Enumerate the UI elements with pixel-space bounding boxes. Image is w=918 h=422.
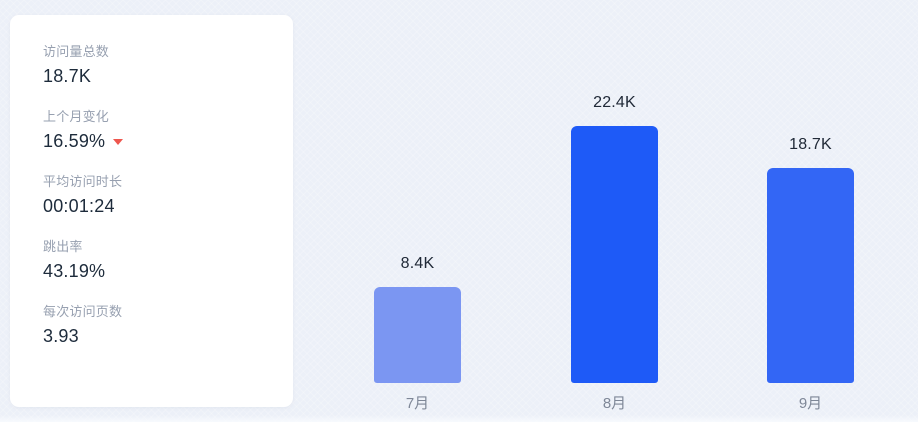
stat-value: 16.59%	[43, 131, 106, 151]
stat-value-row: 16.59%	[43, 129, 263, 153]
stat-value-row: 00:01:24	[43, 194, 263, 218]
stat-value-row: 43.19%	[43, 259, 263, 283]
stat-label: 每次访问页数	[43, 304, 123, 319]
stat-value: 3.93	[43, 326, 79, 346]
chart-bar[interactable]	[374, 287, 461, 383]
stat-item: 跳出率 43.19%	[43, 238, 263, 283]
stat-item: 平均访问时长 00:01:24	[43, 173, 263, 218]
bar-group: 18.7K 9月	[767, 136, 854, 412]
stat-value-row: 18.7K	[43, 64, 263, 88]
stat-value: 18.7K	[43, 66, 92, 86]
bar-value-label: 18.7K	[789, 136, 832, 153]
bar-value-label: 22.4K	[593, 94, 636, 111]
stat-label: 上个月变化	[43, 109, 110, 124]
stat-item: 上个月变化 16.59%	[43, 108, 263, 153]
stat-item: 访问量总数 18.7K	[43, 43, 263, 88]
chart-bar[interactable]	[767, 168, 854, 383]
stat-item: 每次访问页数 3.93	[43, 303, 263, 348]
bar-group: 8.4K 7月	[374, 255, 461, 412]
stats-list: 访问量总数 18.7K 上个月变化 16.59% 平均访问时长 00:01:24…	[43, 43, 263, 348]
stat-value-row: 3.93	[43, 324, 263, 348]
bar-value-label: 8.4K	[400, 255, 435, 272]
stat-label: 平均访问时长	[43, 174, 123, 189]
trend-down-icon	[113, 139, 124, 145]
bar-category-label: 8月	[602, 395, 627, 412]
stat-label: 跳出率	[43, 239, 83, 254]
bar-category-label: 7月	[405, 395, 430, 412]
stat-value: 43.19%	[43, 261, 106, 281]
stat-label: 访问量总数	[43, 44, 110, 59]
chart-bar[interactable]	[571, 126, 658, 383]
bar-group: 22.4K 8月	[571, 94, 658, 412]
stats-card: 访问量总数 18.7K 上个月变化 16.59% 平均访问时长 00:01:24…	[10, 15, 293, 407]
stat-value: 00:01:24	[43, 196, 115, 216]
bar-category-label: 9月	[798, 395, 823, 412]
